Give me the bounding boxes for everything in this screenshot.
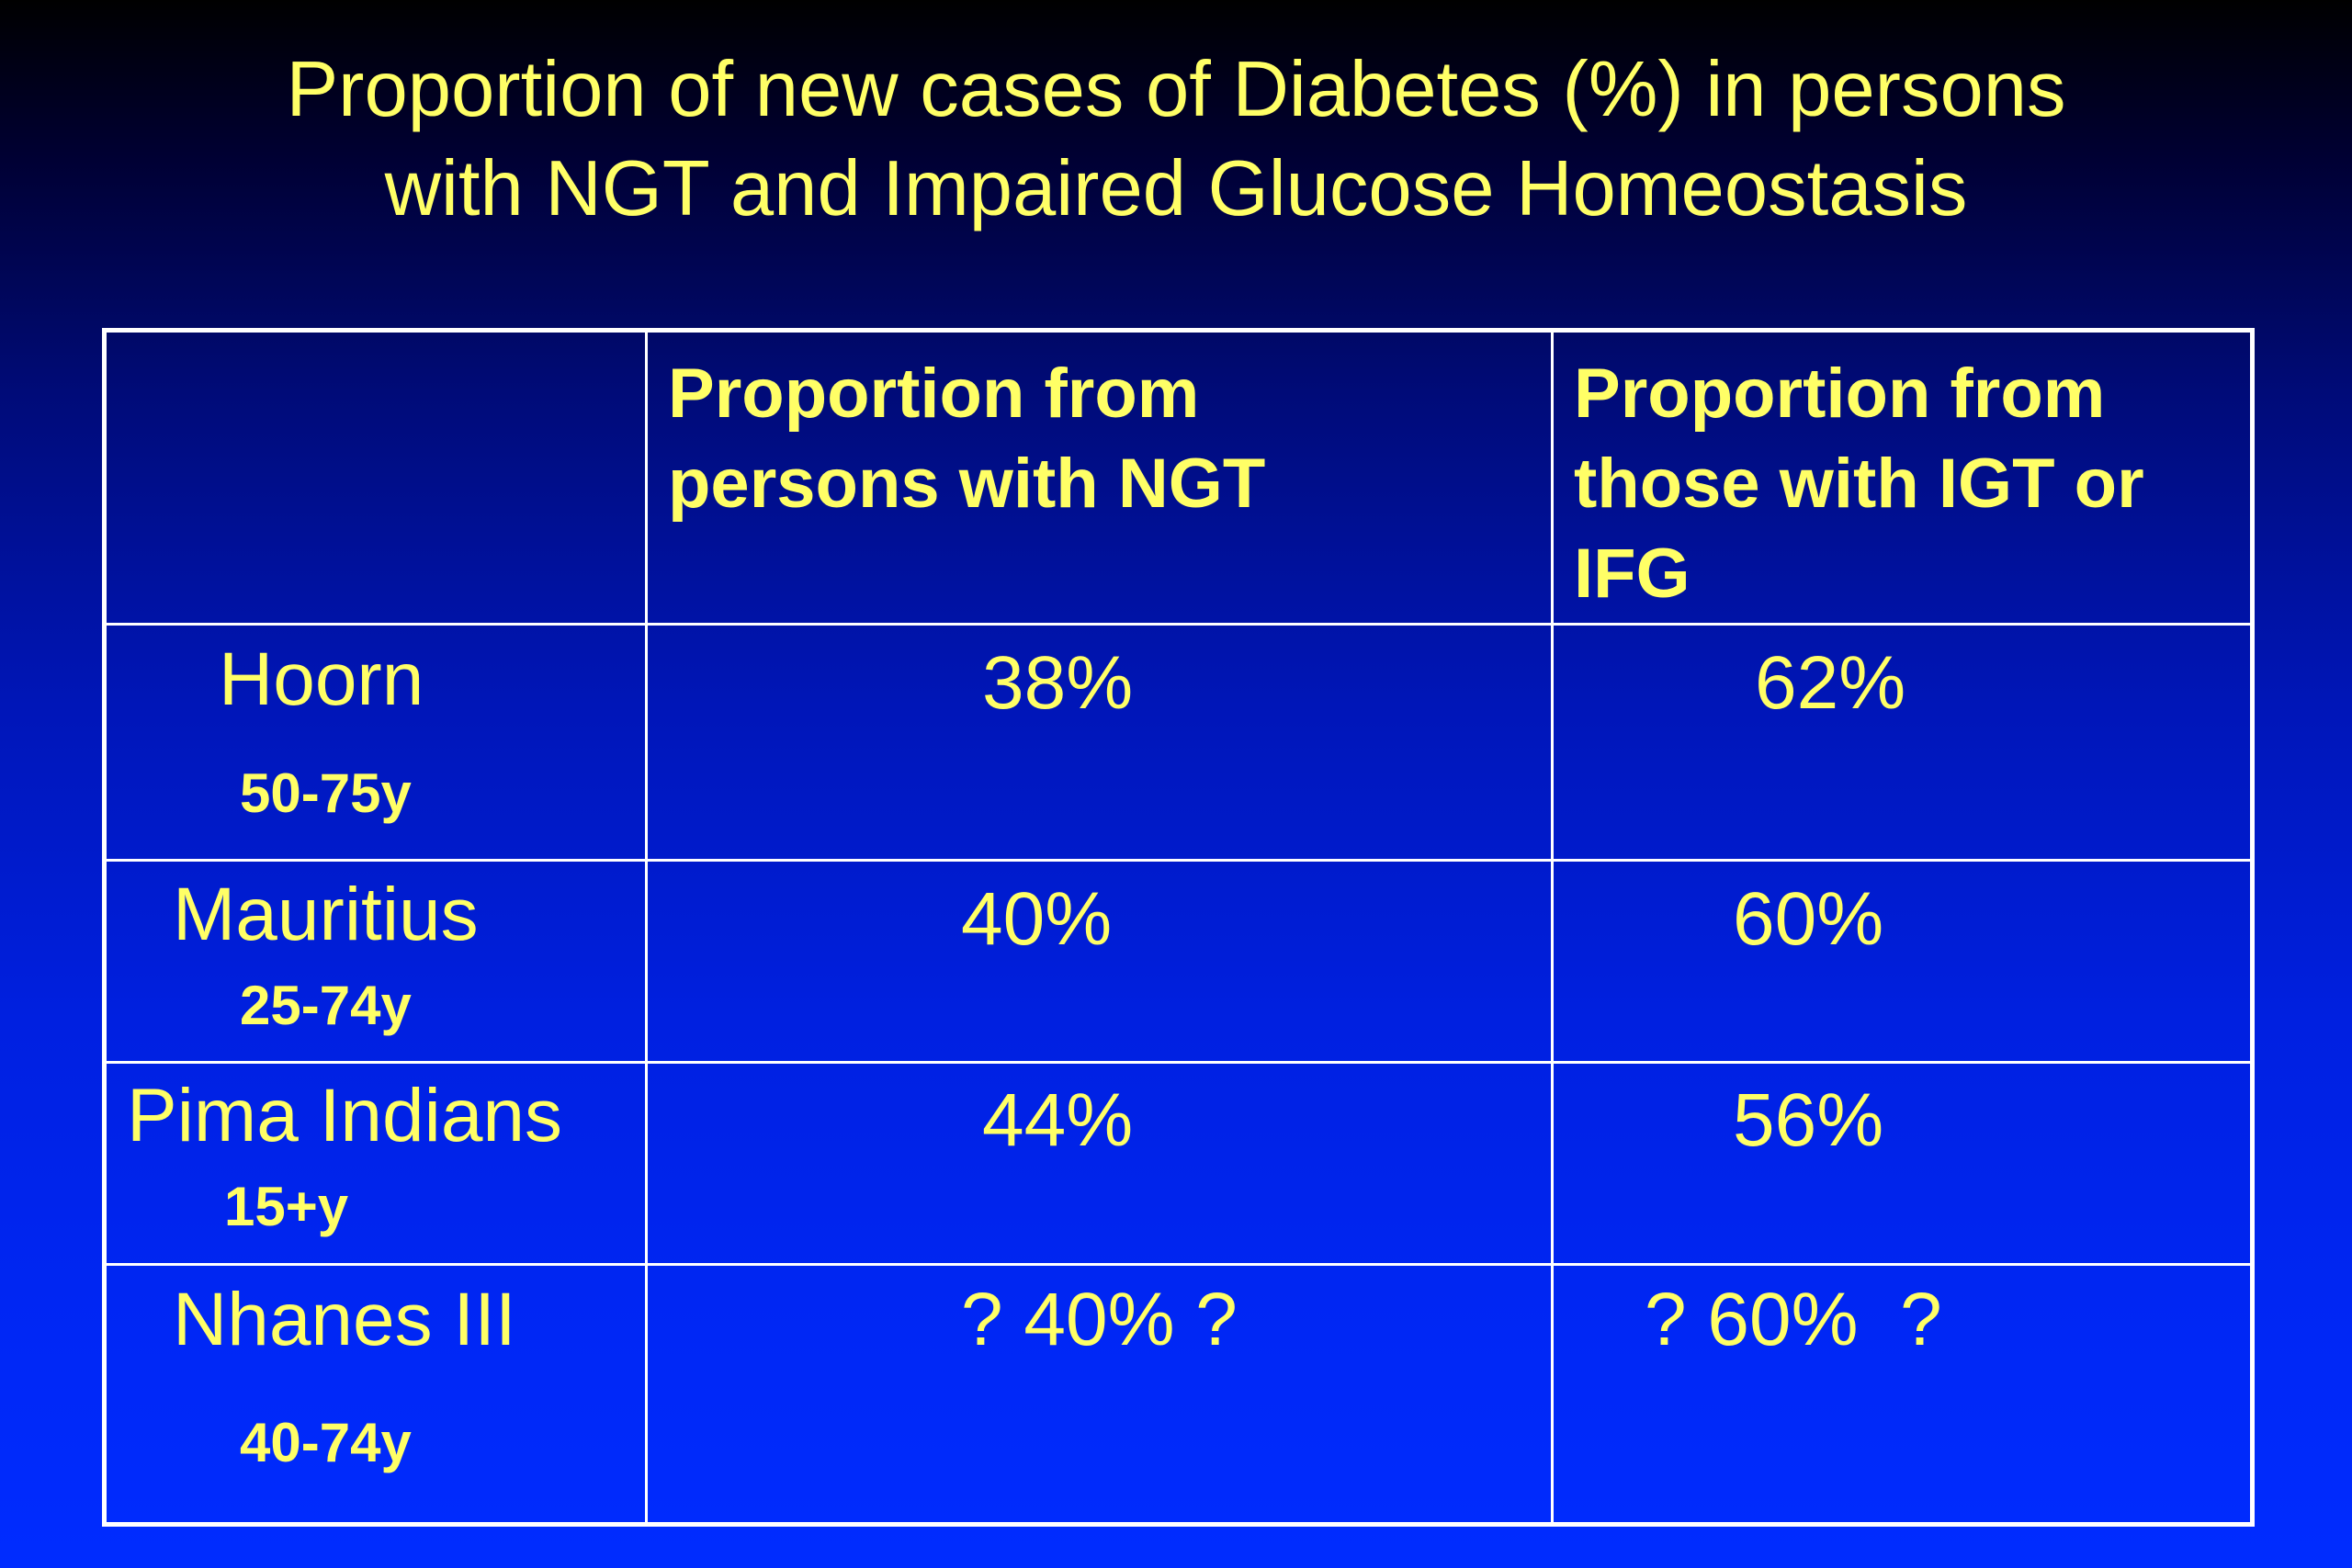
population-name: Pima Indians [127,1074,563,1157]
header-igt-line-1: Proportion from [1574,355,2106,433]
ngt-value: ? 40% ? [961,1278,1238,1361]
slide-title-line-2: with NGT and Impaired Glucose Homeostasi… [384,145,1968,232]
table-row: Mauritius 25-74y 40% 60% [103,859,2254,1064]
table-row: Nhanes III 40-74y ? 40% ? ? 60% ? [103,1263,2254,1526]
header-igt-line-2: those with IGT or [1574,445,2144,523]
ngt-value: 44% [982,1078,1134,1162]
table-header-row: Proportion from persons with NGT Proport… [103,329,2254,626]
igt-ifg-value: ? 60% ? [1645,1278,1942,1361]
population-name: Mauritius [173,873,479,956]
table-row: Pima Indians 15+y 44% 56% [103,1061,2254,1266]
ngt-value-cell: 38% [645,623,1554,862]
header-cell-igt-ifg: Proportion from those with IGT or IFG [1551,329,2254,626]
ngt-value-cell: ? 40% ? [645,1263,1554,1526]
header-igt-line-3: IFG [1574,535,1690,613]
age-range: 25-74y [240,975,412,1036]
ngt-value-cell: 44% [645,1061,1554,1266]
row-label-cell: Mauritius 25-74y [103,859,648,1064]
igt-ifg-value-cell: 62% [1551,623,2254,862]
header-ngt-line-2: persons with NGT [668,445,1266,523]
igt-ifg-value: 60% [1733,877,1884,961]
age-range: 40-74y [240,1412,412,1473]
igt-ifg-value-cell: 60% [1551,859,2254,1064]
row-label-cell: Nhanes III 40-74y [103,1263,648,1526]
igt-ifg-value: 56% [1733,1078,1884,1162]
header-cell-empty [103,329,648,626]
igt-ifg-value-cell: 56% [1551,1061,2254,1266]
age-range: 50-75y [240,762,412,824]
age-range: 15+y [224,1176,349,1237]
ngt-value: 38% [982,641,1134,725]
row-label-cell: Pima Indians 15+y [103,1061,648,1266]
header-ngt-line-1: Proportion from [668,355,1200,433]
igt-ifg-value: 62% [1755,641,1906,725]
data-table: Proportion from persons with NGT Proport… [102,328,2255,1527]
row-label-cell: Hoorn 50-75y [103,623,648,862]
slide-title: Proportion of new cases of Diabetes (%) … [0,40,2352,239]
igt-ifg-value-cell: ? 60% ? [1551,1263,2254,1526]
ngt-value-cell: 40% [645,859,1554,1064]
ngt-value: 40% [961,877,1113,961]
slide-title-line-1: Proportion of new cases of Diabetes (%) … [286,46,2066,133]
population-name: Nhanes III [173,1278,516,1361]
header-cell-ngt: Proportion from persons with NGT [645,329,1554,626]
population-name: Hoorn [219,637,424,721]
table-row: Hoorn 50-75y 38% 62% [103,623,2254,862]
